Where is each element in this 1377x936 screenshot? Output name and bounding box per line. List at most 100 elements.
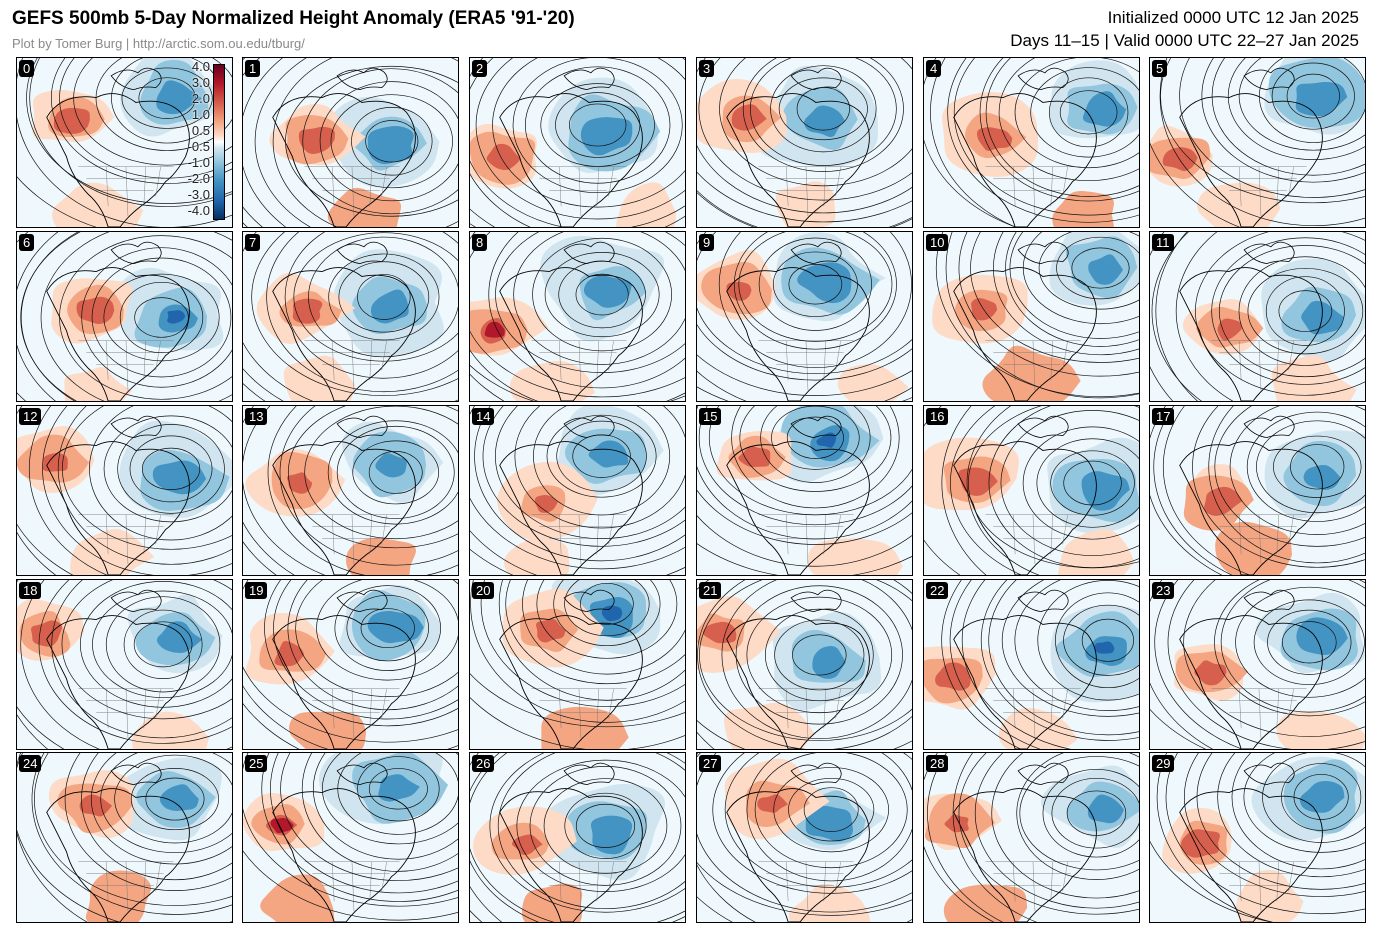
height-contour [287, 580, 458, 711]
height-contour [119, 281, 204, 354]
state-borders [78, 340, 174, 391]
north-america-outline [1179, 615, 1323, 749]
member-number-label: 18 [19, 582, 42, 599]
state-borders [985, 166, 1081, 217]
arctic-islands-outline [790, 415, 842, 439]
north-america-outline [953, 441, 1097, 575]
height-contour [697, 753, 912, 916]
height-contour [1014, 58, 1139, 169]
member-number-label: 17 [1152, 408, 1175, 425]
state-borders [304, 514, 400, 565]
negative-anomaly-area [797, 262, 852, 304]
height-contour [1272, 435, 1362, 498]
north-america-outline [726, 441, 870, 575]
positive-anomaly-area [288, 711, 367, 749]
height-contour [243, 580, 458, 743]
member-panel: 29 [1149, 752, 1366, 923]
height-contour [731, 406, 900, 509]
height-contour [270, 753, 458, 894]
height-contour [480, 580, 685, 707]
member-number-label: 20 [472, 582, 495, 599]
negative-anomaly-area [1087, 794, 1124, 824]
height-contour [1001, 580, 1139, 717]
height-contour [1247, 267, 1364, 355]
height-contour [1265, 276, 1345, 346]
positive-anomaly-area [1052, 190, 1114, 227]
height-contour [28, 406, 108, 575]
height-contour [64, 753, 232, 891]
height-contour [42, 406, 232, 575]
north-america-outline [726, 615, 870, 749]
positive-anomaly-area [346, 537, 416, 575]
anomaly-map [17, 232, 232, 401]
positive-anomaly-area [132, 711, 210, 749]
arctic-islands-outline [1243, 415, 1295, 439]
height-contour [1037, 580, 1139, 701]
height-contour [368, 451, 423, 494]
height-contour [1153, 406, 1233, 575]
member-number-label: 11 [1152, 234, 1174, 251]
height-contour [950, 406, 1023, 575]
arctic-islands-outline [790, 762, 842, 786]
member-panel: 10 [923, 231, 1140, 402]
north-america-outline [499, 267, 643, 401]
height-contour [1271, 62, 1355, 130]
height-contour [1048, 77, 1129, 148]
member-panel: 1 [242, 57, 459, 228]
height-contour [949, 580, 1041, 749]
height-contour [254, 58, 311, 227]
member-number-label: 16 [926, 408, 949, 425]
height-contour [1217, 753, 1365, 878]
height-contour [968, 406, 1139, 569]
height-contour [699, 580, 912, 741]
north-america-outline [499, 615, 643, 749]
height-contour [754, 753, 908, 869]
height-contour [1036, 438, 1139, 528]
north-america-outline [46, 788, 190, 922]
anomaly-map [243, 58, 458, 227]
height-contour [319, 81, 458, 202]
member-number-label: 6 [19, 234, 35, 251]
height-contour [81, 753, 232, 881]
height-contour [712, 753, 912, 894]
height-contour [575, 803, 636, 848]
member-panel: 20 [469, 579, 686, 750]
state-borders [531, 861, 627, 912]
height-contour [1155, 232, 1198, 401]
member-panel: 4 [923, 57, 1140, 228]
arctic-islands-outline [336, 589, 388, 613]
positive-anomaly-area [79, 794, 113, 817]
anomaly-map [1150, 406, 1365, 575]
state-borders [531, 514, 627, 565]
height-contour [61, 580, 232, 720]
positive-anomaly-area [287, 472, 313, 494]
height-contour [92, 590, 232, 699]
height-contour [1208, 406, 1365, 564]
height-contour [1038, 232, 1139, 310]
height-contour [470, 580, 685, 723]
positive-anomaly-area [982, 345, 1081, 401]
height-contour [34, 753, 232, 906]
north-america-outline [46, 93, 190, 227]
colorbar-tick-label: -3.0 [187, 187, 210, 202]
height-contour [474, 406, 685, 562]
positive-anomaly-area [775, 181, 836, 227]
height-contour [742, 58, 904, 172]
height-contour [718, 232, 912, 368]
height-contour [945, 232, 1139, 399]
height-contour [708, 406, 912, 516]
height-contour [772, 251, 858, 317]
positive-anomaly-area [616, 182, 677, 227]
height-contour [31, 753, 232, 915]
anomaly-map [243, 753, 458, 922]
height-contour [327, 420, 458, 525]
colorbar-tick-label: -0.5 [187, 139, 210, 154]
arctic-islands-outline [1017, 762, 1069, 786]
height-contour [103, 415, 232, 523]
height-contour [1281, 763, 1362, 831]
height-contour [930, 58, 1017, 227]
arctic-islands-outline [1017, 241, 1069, 265]
height-contour [1195, 232, 1365, 396]
arctic-islands-outline [110, 589, 162, 613]
positive-anomaly-area [298, 126, 335, 155]
